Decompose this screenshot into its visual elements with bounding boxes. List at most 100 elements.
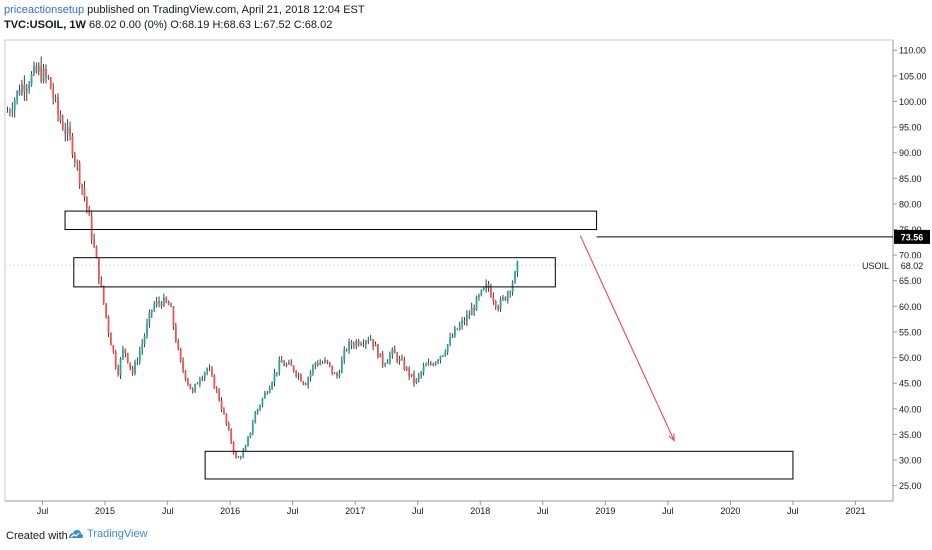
candle-body	[11, 110, 14, 112]
candle-body	[328, 362, 331, 366]
candle-body	[324, 360, 326, 363]
candle-body	[114, 352, 117, 368]
candle-body	[461, 320, 463, 326]
candle-body	[405, 367, 408, 370]
candle-body	[441, 355, 444, 357]
candle-body	[213, 375, 216, 389]
candle-body	[93, 239, 95, 247]
candle-body	[389, 354, 391, 362]
candle-body	[52, 89, 55, 99]
candle-body	[186, 379, 189, 384]
ohlc-values: 68.02 0.00 (0%) O:68.19 H:68.63 L:67.52 …	[85, 19, 333, 31]
candle-body	[321, 362, 324, 364]
candle-body	[141, 343, 144, 351]
symbol-tag-label: USOIL	[862, 261, 889, 271]
author-link[interactable]: priceactionsetup	[4, 4, 85, 16]
candle-body	[326, 360, 329, 363]
candle-body	[218, 389, 221, 401]
candle-body	[314, 363, 317, 366]
candle-body	[367, 340, 370, 342]
candle-body	[73, 154, 76, 162]
tradingview-link[interactable]: TradingView	[66, 528, 148, 540]
candle-body	[37, 65, 40, 72]
candle-body	[251, 423, 254, 433]
candle-body	[364, 340, 367, 345]
chart-header: priceactionsetup published on TradingVie…	[4, 3, 924, 37]
candle-body	[283, 362, 285, 366]
candle-body	[119, 358, 122, 375]
candle-body	[33, 65, 35, 74]
candle-body	[338, 373, 341, 377]
candle-body	[362, 344, 365, 345]
candle-body	[162, 297, 165, 307]
candle-body	[23, 84, 26, 92]
candle-body	[42, 68, 45, 82]
symbol-tag-bg	[860, 258, 892, 273]
candle-body	[225, 413, 228, 424]
candle-body	[194, 384, 197, 392]
candle-body	[76, 161, 79, 164]
candle-body	[319, 363, 322, 365]
symbol-label: TVC:USOIL, 1W	[4, 19, 86, 31]
candle-body	[396, 353, 399, 362]
candle-body	[237, 457, 240, 458]
candle-body	[309, 372, 312, 378]
candle-body	[189, 383, 192, 390]
candle-body	[126, 353, 129, 363]
candle-body	[211, 369, 213, 376]
candle-body	[242, 450, 245, 457]
candle-body	[336, 373, 338, 377]
candle-body	[6, 111, 9, 113]
candle-body	[249, 432, 252, 438]
candle-body	[266, 392, 269, 394]
candle-body	[278, 360, 281, 373]
y-tick-label: 30.00	[899, 456, 922, 466]
candle-body	[516, 261, 519, 272]
candle-body	[182, 361, 184, 371]
candle-body	[458, 325, 461, 330]
candle-body	[124, 348, 127, 354]
candle-body	[107, 316, 110, 334]
candle-body	[422, 366, 425, 373]
candle-body	[59, 114, 62, 122]
forecast-arrow-head	[668, 433, 675, 442]
annotations[interactable]	[64, 210, 893, 480]
candle-body	[155, 301, 158, 305]
candle-body	[304, 383, 307, 386]
candle-body	[451, 336, 454, 338]
x-tick-label: Jul	[662, 506, 674, 516]
candle-body	[453, 328, 456, 337]
candle-body	[239, 456, 242, 458]
candle-body	[271, 382, 273, 389]
y-tick-label: 65.00	[899, 276, 922, 286]
x-tick-label: Jul	[537, 506, 549, 516]
x-tick-label: 2017	[345, 506, 365, 516]
candle-body	[134, 362, 136, 374]
candle-body	[509, 291, 512, 293]
candle-body	[263, 392, 266, 399]
candle-body	[499, 299, 502, 310]
price-chart[interactable]: 25.00 30.00 35.00 40.00 45.00 50.00 55.00 60.00…	[0, 0, 932, 522]
candle-body	[331, 365, 334, 374]
candle-body	[220, 400, 223, 410]
candle-body	[158, 301, 160, 304]
candle-body	[425, 365, 427, 367]
zone-box	[64, 210, 598, 231]
candle-body	[288, 362, 290, 365]
candle-body	[177, 341, 180, 349]
candle-body	[439, 356, 442, 361]
candle-body	[401, 358, 403, 360]
candle-body	[203, 372, 206, 378]
candle-body	[160, 303, 163, 307]
candle-body	[502, 296, 504, 300]
candle-body	[81, 184, 83, 188]
y-tick-label: 100.00	[899, 97, 927, 107]
candle-body	[172, 306, 175, 327]
candle-body	[449, 337, 451, 345]
candle-body	[179, 348, 182, 362]
y-tick-label: 85.00	[899, 174, 922, 184]
candle-body	[348, 342, 350, 350]
candle-body	[122, 348, 124, 359]
candle-body	[95, 246, 98, 259]
candle-body	[415, 379, 418, 383]
